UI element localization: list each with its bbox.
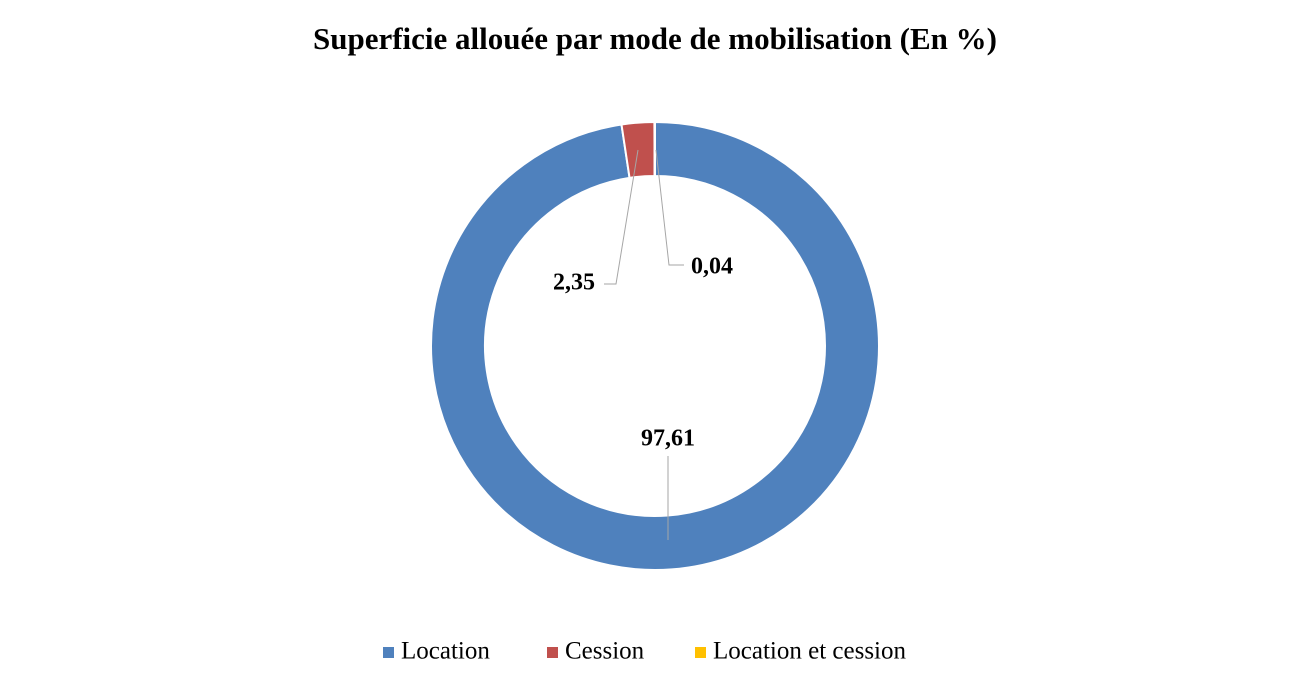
legend-label: Location et cession bbox=[713, 638, 906, 665]
legend-marker bbox=[547, 647, 558, 658]
data-label: 97,61 bbox=[641, 426, 695, 452]
leader-line bbox=[655, 149, 684, 266]
chart-title: Superficie allouée par mode de mobilisat… bbox=[313, 21, 997, 56]
data-label: 0,04 bbox=[691, 254, 733, 280]
legend-label: Location bbox=[401, 638, 490, 665]
donut-segment bbox=[430, 120, 880, 571]
data-label: 2,35 bbox=[553, 270, 595, 296]
donut-segment bbox=[653, 120, 656, 178]
legend-marker bbox=[695, 647, 706, 658]
legend-marker bbox=[383, 647, 394, 658]
leader-line bbox=[604, 149, 639, 285]
legend-label: Cession bbox=[565, 638, 645, 665]
